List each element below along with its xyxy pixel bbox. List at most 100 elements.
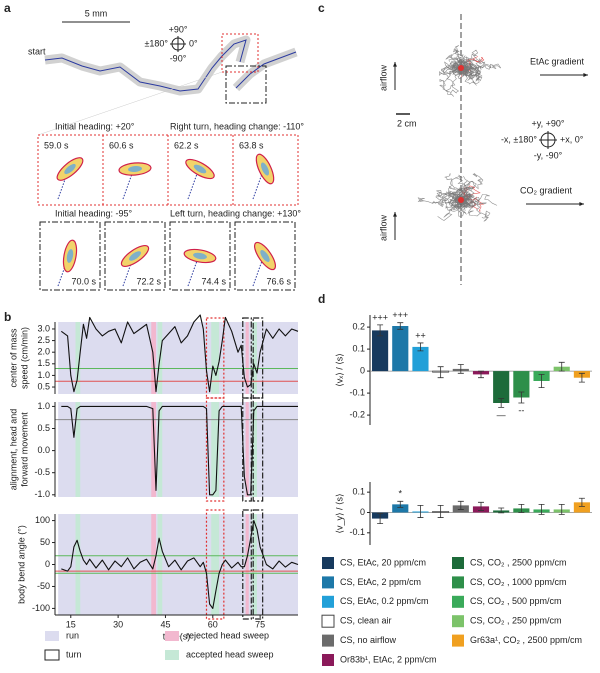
frame-time: 72.2 s (136, 276, 161, 286)
legend-swatch (322, 634, 334, 647)
legend-label: CS, no airflow (340, 635, 397, 645)
error-bar (578, 497, 585, 507)
legend-label: CS, EtAc, 20 ppm/cm (340, 557, 426, 567)
y-tick-label: 1.5 (37, 358, 50, 368)
bar (372, 330, 389, 372)
significance: -- (518, 405, 524, 415)
larva-core (260, 162, 270, 176)
frame-time: 60.6 s (109, 140, 134, 150)
y-tick-label: 0 (45, 559, 50, 569)
error-bar (377, 513, 384, 525)
error-bar (417, 504, 424, 518)
legend-swatch (45, 631, 59, 641)
accepted-band (211, 402, 220, 497)
turn-box (252, 397, 264, 502)
compass-label: -90° (170, 53, 187, 63)
error-bar (457, 364, 464, 374)
accepted-band (211, 322, 220, 394)
error-bar (498, 398, 505, 408)
legend-label: CS, CO₂ , 250 ppm/cm (470, 616, 562, 626)
turn-box (252, 509, 264, 620)
heading-label: Initial heading: -95° (55, 208, 133, 218)
rejected-band (245, 402, 249, 497)
legend-label: rejected head sweep (186, 630, 269, 640)
y-tick-label: -0.1 (349, 387, 365, 397)
accepted-band (75, 514, 81, 615)
legend-swatch (452, 595, 464, 608)
rejected-band (245, 322, 249, 394)
accepted-band (211, 514, 220, 615)
y-tick-label: 100 (35, 515, 50, 525)
x-tick-label: 45 (160, 619, 170, 629)
rejected-band (151, 402, 156, 497)
y-tick-label: 0.5 (37, 423, 50, 433)
run-band (58, 402, 298, 497)
error-bar (578, 372, 585, 383)
track (44, 39, 247, 92)
y-tick-label: 0 (360, 507, 365, 517)
y-tick-label: 2.0 (37, 347, 50, 357)
trajectory (436, 190, 465, 202)
line (60, 314, 299, 393)
legend-swatch (322, 557, 334, 569)
y-tick-label: 0.2 (352, 321, 365, 331)
line (61, 520, 299, 609)
y-axis-label: speed (cm/min) (19, 327, 29, 389)
start-label: start (28, 46, 46, 56)
compass-label: -y, -90° (534, 150, 563, 160)
airflow-label: airflow (378, 65, 388, 92)
compass-label: ±180° (144, 38, 168, 48)
y-tick-label: -0.1 (349, 527, 365, 537)
frame-box (39, 221, 101, 291)
larva-core (260, 250, 270, 262)
legend-swatch (321, 614, 335, 628)
run-band (58, 322, 298, 394)
legend-swatch (452, 634, 464, 647)
trajectory (443, 195, 465, 211)
x-tick-label: 75 (255, 619, 265, 629)
error-bar (538, 374, 545, 388)
bar (392, 326, 409, 372)
larva-core (128, 165, 142, 173)
error-bar (498, 507, 505, 514)
panel-label: a (4, 1, 11, 15)
compass-label: +y, +90° (532, 118, 565, 128)
error-bar (437, 366, 444, 379)
accepted-band (75, 322, 81, 394)
y-axis-label: ⟨v_y⟩ / ⟨s⟩ (334, 493, 344, 533)
trajectory (455, 177, 477, 204)
frame-time: 76.6 s (266, 276, 291, 286)
zoom-line (37, 71, 223, 136)
trajectory (460, 194, 498, 209)
accepted-band (157, 514, 163, 615)
error-bar (558, 503, 565, 515)
trajectory (460, 63, 502, 72)
legend-label: CS, EtAc, 2 ppm/cm (340, 577, 421, 587)
heading-change: Left turn, heading change: +130° (170, 208, 301, 218)
compass-label: -x, ±180° (501, 134, 537, 144)
legend-label: CS, clean air (340, 616, 392, 626)
y-tick-label: 0.5 (37, 381, 50, 391)
trajectory (460, 63, 477, 86)
turn-box (225, 65, 267, 104)
significance: * (399, 489, 403, 499)
y-axis-label: alignment, head and (8, 409, 18, 491)
larva-core (193, 252, 207, 260)
error-bar (478, 501, 484, 511)
significance: — (497, 410, 506, 420)
y-tick-label: 2.5 (37, 335, 50, 345)
rejected-band (245, 514, 249, 615)
bar (513, 371, 530, 398)
heading-trace (252, 257, 264, 287)
trajectory (457, 67, 474, 80)
significance: ++ (415, 330, 426, 340)
y-tick-label: 1.0 (37, 370, 50, 380)
legend-swatch (452, 557, 464, 569)
frame-box (104, 221, 166, 291)
larva-core (66, 249, 74, 263)
arrow-head (579, 202, 584, 206)
larva-core (129, 251, 141, 261)
y-tick-label: 1.0 (37, 401, 50, 411)
y-tick-label: 0.0 (37, 445, 50, 455)
trajectory (417, 196, 463, 206)
